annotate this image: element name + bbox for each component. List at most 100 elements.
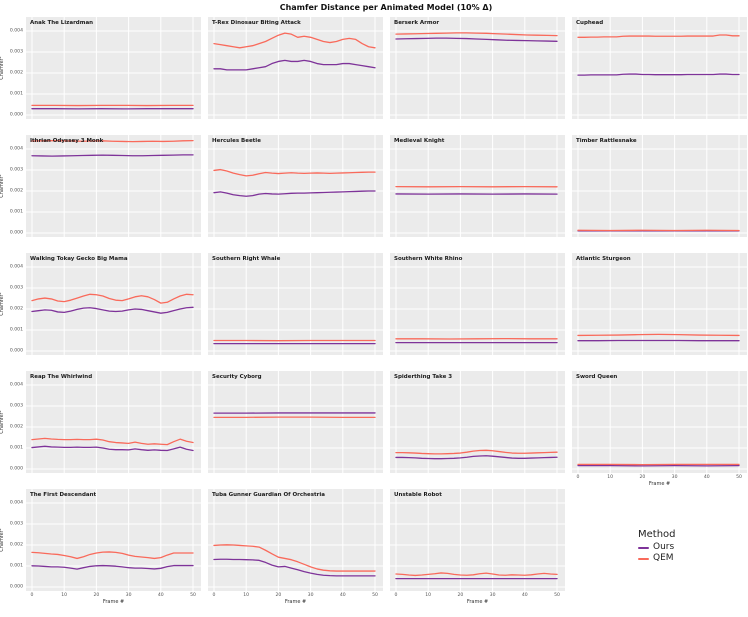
x-tick-label: 10	[243, 593, 250, 598]
qem-line-swatch	[638, 557, 649, 560]
subplot-tuba-gunner-guardian-of-orchestria: Tuba Gunner Guardian Of Orchestria 0 10 20 3…	[208, 489, 383, 605]
subplot-walking-tokay-gecko-big-mama: Walking Tokay Gecko Big Mama 0.000 0.001 0.…	[0, 253, 201, 355]
subplot-canvas	[390, 371, 565, 473]
subplot-canvas	[390, 17, 565, 119]
qem-line	[395, 32, 558, 37]
x-axis-label: Frame #	[466, 599, 489, 605]
x-tick-label: 0	[576, 475, 580, 480]
qem-line	[577, 333, 740, 337]
subplot-timber-rattlesnake: Timber Rattlesnake	[572, 135, 747, 237]
x-tick-label: 20	[93, 593, 100, 598]
x-tick-label: 40	[157, 593, 164, 598]
subplot-atlantic-sturgeon: Atlantic Sturgeon	[572, 253, 747, 355]
subplot-grid: Anak The Lizardman 0.000 0.001 0.002 0.003 0.…	[0, 17, 747, 605]
y-axis-label: Chamfer²	[0, 174, 5, 198]
subplot-canvas	[26, 489, 201, 591]
qem-line	[395, 449, 558, 455]
ours-line	[395, 455, 558, 460]
qem-line	[31, 139, 194, 143]
y-axis-label: Chamfer²	[0, 528, 5, 552]
y-tick-label: 0.002	[9, 188, 23, 194]
ours-line	[31, 306, 194, 314]
legend-item-qem: QEM	[638, 553, 676, 564]
panel-title: Cuphead	[576, 20, 604, 26]
qem-line	[395, 572, 558, 577]
y-tick-label: 0.003	[9, 521, 23, 527]
panel-title: Walking Tokay Gecko Big Mama	[30, 256, 128, 262]
legend-label-qem: QEM	[653, 553, 674, 563]
x-tick-label: 10	[61, 593, 68, 598]
ours-line	[31, 445, 194, 452]
subplot-medieval-knight: Medieval Knight	[390, 135, 565, 237]
subplot-spiderthing-take-3: Spiderthing Take 3	[390, 371, 565, 473]
panel-title: T-Rex Dinosaur Biting Attack	[212, 20, 301, 26]
y-tick-label: 0.002	[9, 424, 23, 430]
ours-line	[31, 154, 194, 157]
y-tick-label: 0.002	[9, 542, 23, 548]
y-tick-label: 0.000	[9, 112, 23, 118]
y-tick-label: 0.001	[9, 91, 23, 97]
subplot-southern-white-rhino: Southern White Rhino	[390, 253, 565, 355]
y-tick-label: 0.000	[9, 348, 23, 354]
ours-line-swatch	[638, 546, 649, 549]
subplot-southern-right-whale: Southern Right Whale	[208, 253, 383, 355]
subplot-canvas	[390, 253, 565, 355]
x-tick-label: 10	[425, 593, 432, 598]
subplot-canvas	[208, 17, 383, 119]
x-tick-label: 0	[212, 593, 216, 598]
ours-line	[31, 564, 194, 570]
x-axis-label: Frame #	[648, 481, 671, 487]
subplot-canvas	[208, 489, 383, 591]
legend-title: Method	[638, 529, 676, 540]
qem-line	[213, 32, 376, 49]
panel-title: Timber Rattlesnake	[576, 138, 637, 144]
y-tick-label: 0.004	[9, 28, 23, 34]
panel-title: Sword Queen	[576, 374, 618, 380]
x-tick-label: 20	[275, 593, 282, 598]
subplot-hercules-beetle: Hercules Beetle	[208, 135, 383, 237]
panel-title: Reap The Whirlwind	[30, 374, 93, 380]
y-tick-label: 0.001	[9, 327, 23, 333]
subplot-canvas	[572, 253, 747, 355]
subplot-canvas	[572, 135, 747, 237]
x-tick-label: 20	[457, 593, 464, 598]
y-tick-label: 0.004	[9, 146, 23, 152]
x-tick-label: 30	[125, 593, 132, 598]
y-tick-label: 0.001	[9, 563, 23, 569]
x-tick-label: 40	[339, 593, 346, 598]
subplot-berserk-armor: Berserk Armor	[390, 17, 565, 119]
qem-line	[213, 544, 376, 572]
ours-line	[213, 558, 376, 577]
x-tick-label: 20	[639, 475, 646, 480]
y-tick-label: 0.002	[9, 70, 23, 76]
panel-title: Anak The Lizardman	[30, 20, 94, 26]
panel-title: Unstable Robot	[394, 492, 442, 498]
panel-title: Atlantic Sturgeon	[576, 256, 631, 262]
y-tick-label: 0.001	[9, 209, 23, 215]
subplot-unstable-robot: Unstable Robot 0 10 20 30 40 50 Frame #	[390, 489, 565, 605]
panel-title: Southern White Rhino	[394, 256, 463, 262]
legend-cell: Method Ours QEM	[572, 489, 747, 591]
y-tick-label: 0.003	[9, 285, 23, 291]
y-tick-label: 0.004	[9, 382, 23, 388]
y-tick-label: 0.003	[9, 403, 23, 409]
subplot-canvas	[26, 135, 201, 237]
subplot-ithrian-odyssey-3-monk: Ithrian Odyssey 3 Monk 0.000 0.001 0.002 0.0…	[0, 135, 201, 237]
x-tick-label: 0	[30, 593, 34, 598]
qem-line	[577, 34, 740, 38]
y-axis-label: Chamfer²	[0, 292, 5, 316]
qem-line	[213, 168, 376, 177]
subplot-canvas	[26, 17, 201, 119]
subplot-canvas	[26, 371, 201, 473]
y-tick-label: 0.002	[9, 306, 23, 312]
ours-line	[577, 73, 740, 76]
subplot-sword-queen: Sword Queen 0 10 20 30 40 50 Frame #	[572, 371, 747, 487]
figure-title: Chamfer Distance per Animated Model (10%…	[279, 3, 493, 12]
subplot-canvas	[208, 253, 383, 355]
y-tick-label: 0.000	[9, 584, 23, 590]
x-tick-label: 50	[554, 593, 560, 598]
x-tick-label: 30	[489, 593, 496, 598]
panel-title: Ithrian Odyssey 3 Monk	[30, 138, 104, 144]
panel-title: Security Cyborg	[212, 374, 262, 380]
y-axis-label: Chamfer²	[0, 410, 5, 434]
